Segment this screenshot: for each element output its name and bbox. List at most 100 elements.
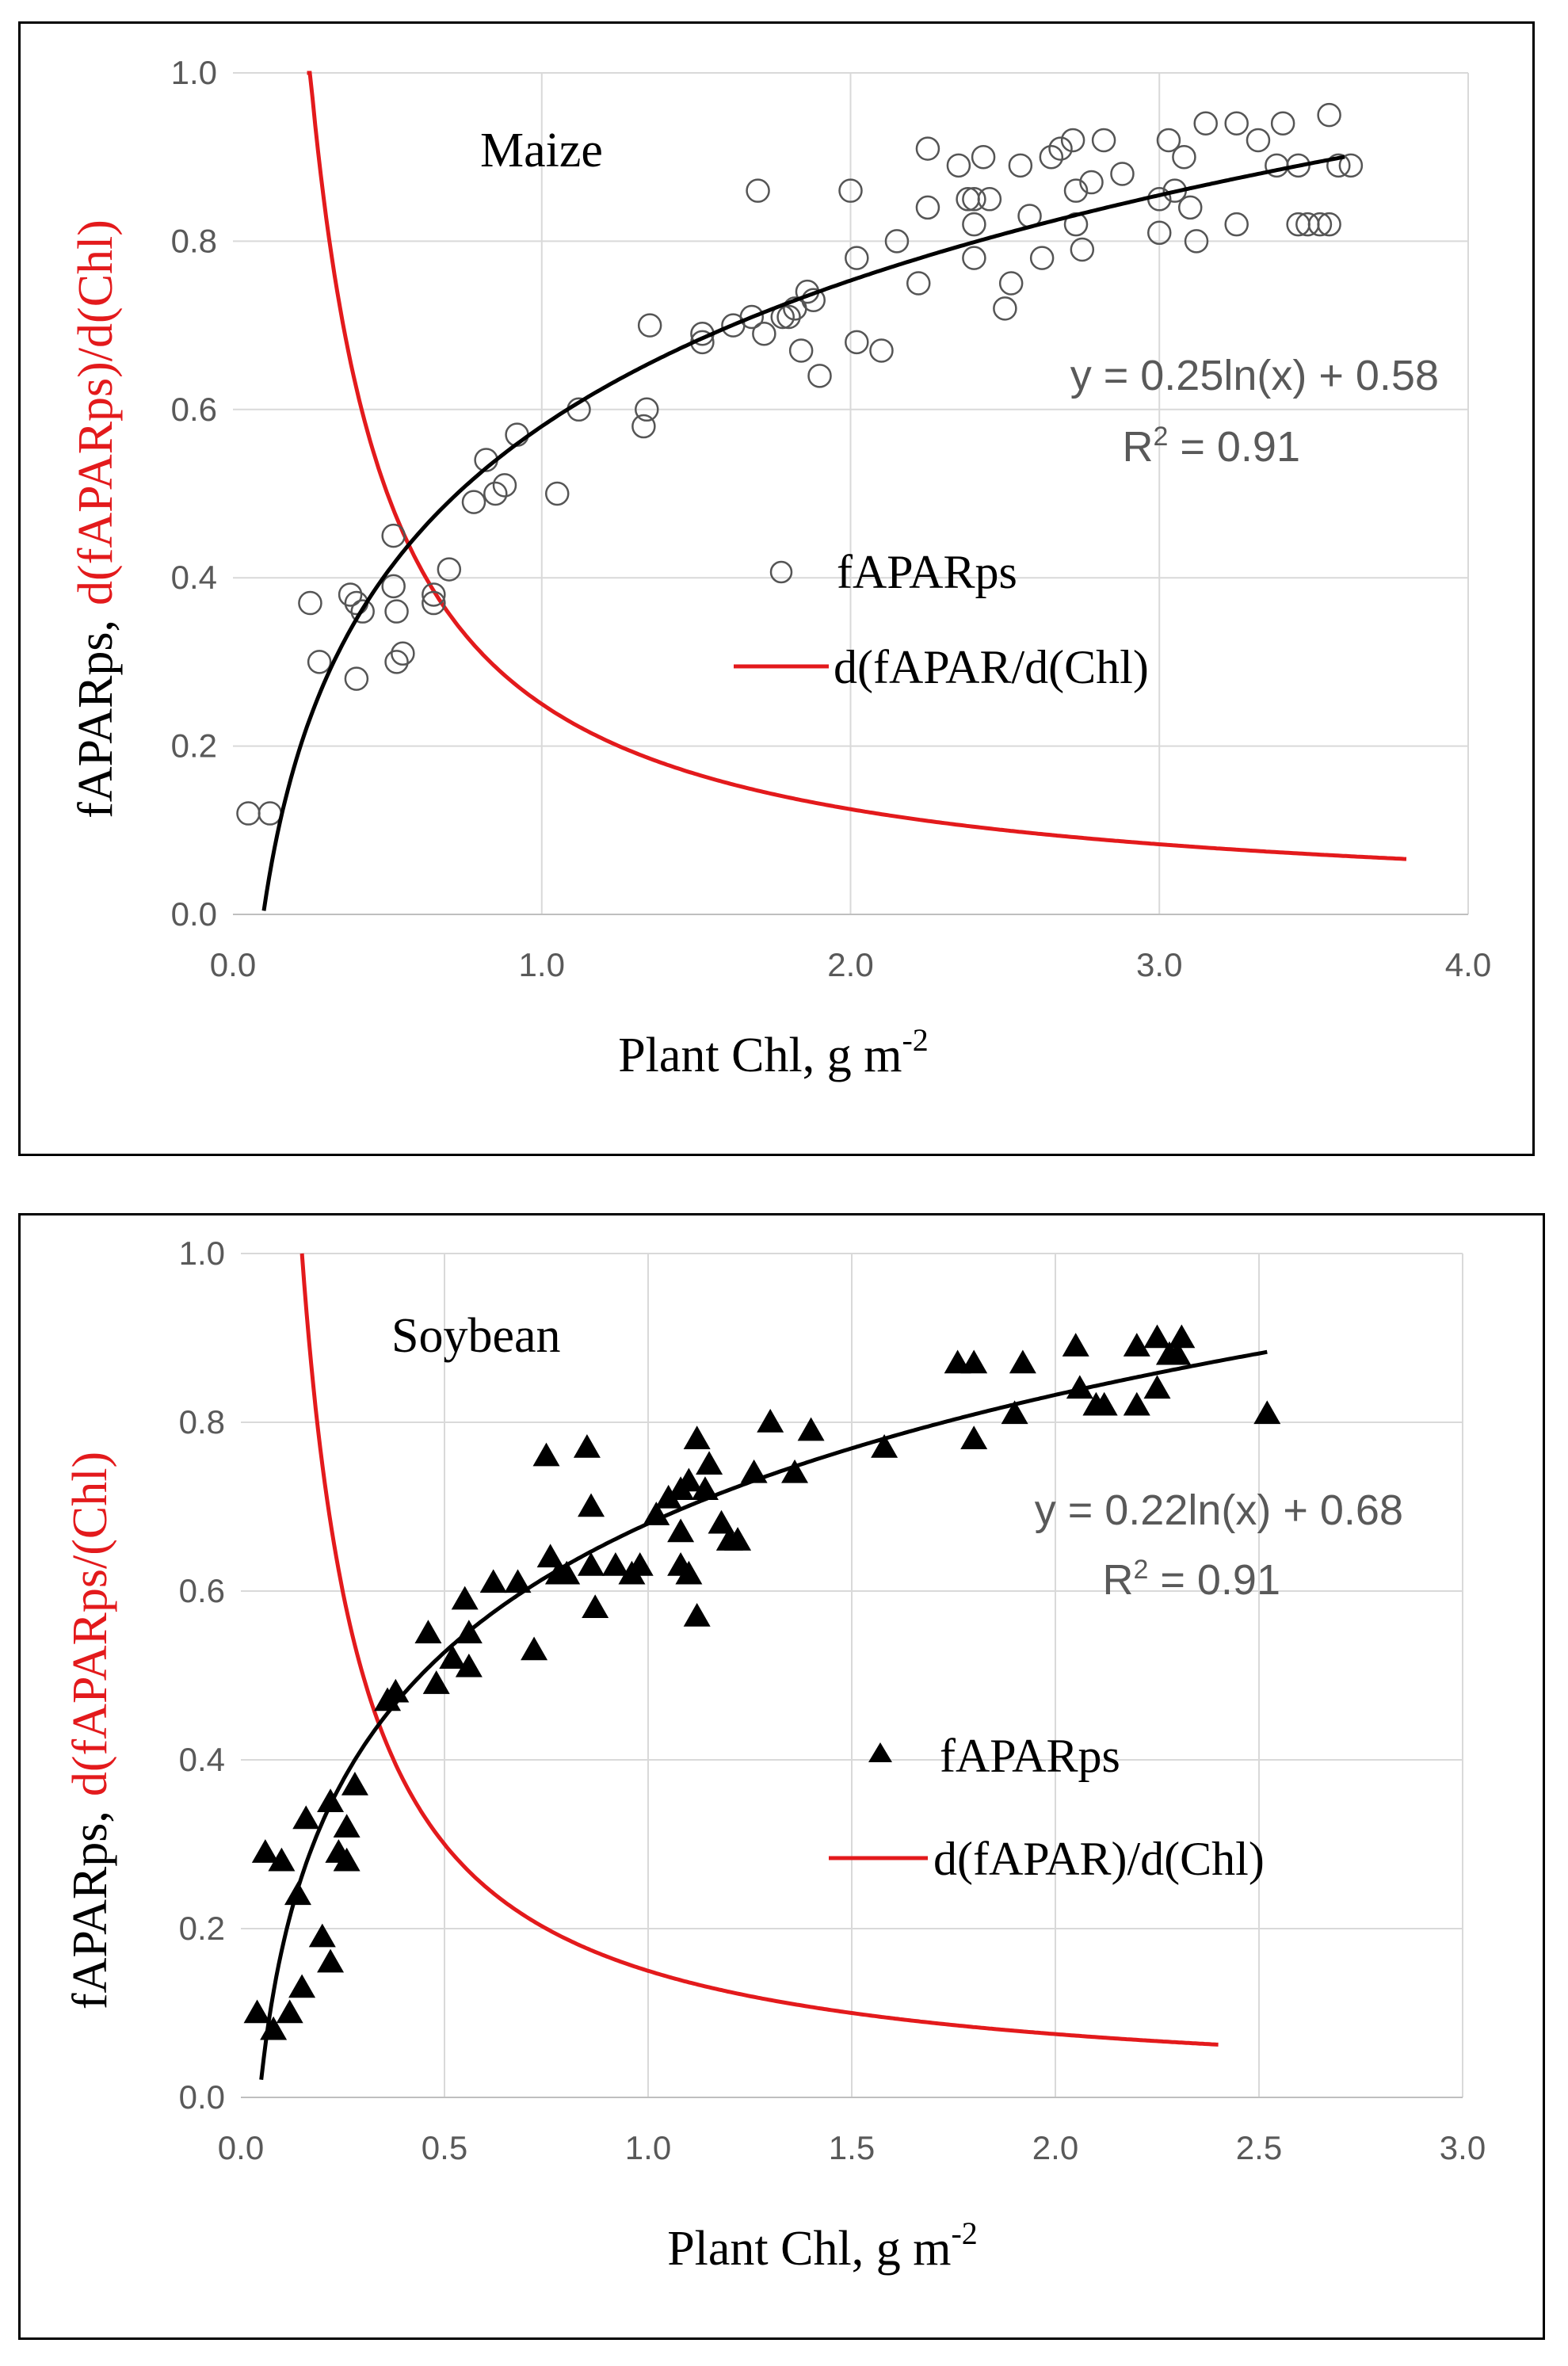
maize-data-point xyxy=(1060,128,1085,153)
soy-data-point xyxy=(724,1527,752,1551)
soy-data-point xyxy=(504,1569,532,1593)
maize-derivative-line xyxy=(307,71,1407,861)
maize-x-axis-title: Plant Chl, g m-2 xyxy=(618,1022,929,1082)
soy-data-point xyxy=(601,1552,629,1576)
soy-data-point xyxy=(414,1620,442,1643)
maize-data-point xyxy=(1079,170,1104,195)
maize-data-point xyxy=(1063,178,1089,203)
maize-r2-value: = 0.91 xyxy=(1168,423,1300,471)
maize-data-point xyxy=(391,641,415,666)
maize-tick-labels: 0.0 0.2 0.4 0.6 0.8 1.0 0.0 1.0 2.0 3.0 4.0 xyxy=(171,54,1492,983)
soybean-r2-exp: 2 xyxy=(1133,1555,1148,1585)
maize-data-point xyxy=(344,666,369,691)
maize-data-point xyxy=(884,229,910,254)
maize-data-point xyxy=(1147,220,1172,246)
maize-data-point xyxy=(1307,212,1333,237)
maize-chart: 0.00.20.40.60.81.00.0 1.0 2.0 3.0 4.0 Maize … xyxy=(69,54,1492,1082)
maize-data-point xyxy=(962,187,986,212)
soy-data-point xyxy=(1001,1400,1028,1425)
maize-r2-exp: 2 xyxy=(1153,422,1168,452)
soy-data-point xyxy=(582,1594,609,1619)
maize-data-point xyxy=(845,330,869,355)
maize-data-point xyxy=(915,136,940,161)
soy-data-point xyxy=(536,1544,564,1568)
soybean-legend-label-fapar: fAPARps xyxy=(940,1730,1120,1782)
maize-data-point xyxy=(381,523,406,548)
maize-data-point xyxy=(869,338,894,363)
maize-data-point xyxy=(1156,128,1181,153)
maize-data-point xyxy=(962,246,986,270)
soy-y-tick-label: 0.0 xyxy=(179,2078,225,2116)
maize-legend: fAPARps d(fAPAR/d(Chl) xyxy=(734,546,1149,693)
soybean-x-axis-title: Plant Chl, g m-2 xyxy=(667,2215,978,2276)
soybean-equation: y = 0.22ln(x) + 0.68 xyxy=(1035,1486,1403,1534)
soy-y-tick-label: 0.4 xyxy=(179,1741,225,1778)
maize-data-point xyxy=(422,590,446,616)
maize-x-tick-label: 4.0 xyxy=(1445,946,1491,983)
maize-data-point xyxy=(236,801,261,826)
soybean-y-axis-title: fAPARps, d(fAPARps/(Chl) xyxy=(63,1452,117,2009)
maize-data-point xyxy=(977,187,1002,212)
maize-legend-label-fapar: fAPARps xyxy=(837,546,1017,598)
soybean-chart-panel: 0.0 0.2 0.4 0.6 0.8 1.0 0.0 0.5 1.0 1.5 2.0 2.5 3.0 … xyxy=(18,1213,1545,2340)
soy-data-point xyxy=(251,1839,279,1863)
soybean-gridlines xyxy=(241,1253,1463,2098)
maize-data-point xyxy=(492,473,517,498)
maize-y-axis-title: fAPARps, d(fAPARps)/d(Chl) xyxy=(69,219,123,819)
maize-data-point xyxy=(1029,246,1055,270)
maize-x-tick-label: 2.0 xyxy=(827,946,873,983)
maize-data-point xyxy=(998,271,1024,296)
maize-data-point xyxy=(788,338,814,363)
soy-x-tick-label: 3.0 xyxy=(1440,2129,1486,2166)
soy-data-point xyxy=(675,1467,703,1492)
maize-equation: y = 0.25ln(x) + 0.58 xyxy=(1070,352,1439,399)
soy-data-point xyxy=(578,1493,605,1517)
soy-data-point xyxy=(521,1636,548,1661)
soy-data-point xyxy=(1123,1391,1150,1416)
soy-data-point xyxy=(654,1484,682,1509)
maize-data-point xyxy=(637,313,662,338)
soy-data-point xyxy=(675,1560,703,1585)
maize-data-point xyxy=(258,801,283,826)
maize-data-point xyxy=(1295,212,1320,237)
soy-x-tick-label: 0.5 xyxy=(422,2129,467,2166)
maize-y-tick-label: 0.4 xyxy=(171,559,217,596)
maize-data-point xyxy=(1224,212,1249,237)
soy-data-point xyxy=(455,1653,483,1677)
maize-x-tick-label: 0.0 xyxy=(210,946,256,983)
soy-x-tick-label: 1.0 xyxy=(625,2129,671,2166)
soy-derivative-line xyxy=(299,1253,1219,2047)
maize-data-point xyxy=(845,246,869,270)
maize-r-squared: R2 = 0.91 xyxy=(1122,422,1300,471)
maize-data-point xyxy=(1246,128,1271,153)
soy-data-point xyxy=(1123,1333,1150,1357)
soy-data-point xyxy=(308,1923,336,1948)
soy-y-tick-label: 0.8 xyxy=(179,1403,225,1441)
soybean-legend: fAPARps d(fAPAR)/d(Chl) xyxy=(829,1730,1265,1885)
maize-y-tick-label: 1.0 xyxy=(171,54,217,91)
soybean-derivative-curve xyxy=(299,1253,1219,2047)
maize-data-point xyxy=(635,397,659,422)
maize-data-point xyxy=(1039,144,1064,170)
maize-data-point xyxy=(1317,102,1341,128)
maize-x-tick-label: 1.0 xyxy=(519,946,565,983)
soy-y-tick-label: 0.2 xyxy=(179,1910,225,1947)
soy-x-tick-label: 2.0 xyxy=(1032,2129,1078,2166)
soybean-x-title-main: Plant Chl, g m xyxy=(667,2222,951,2276)
maize-y-tick-label: 0.0 xyxy=(171,895,217,933)
soybean-r2-value: = 0.91 xyxy=(1148,1556,1280,1604)
soy-data-point xyxy=(479,1569,507,1593)
soy-data-point xyxy=(960,1425,988,1450)
soy-x-tick-label: 0.0 xyxy=(218,2129,264,2166)
soy-data-point xyxy=(1143,1375,1171,1399)
maize-data-point xyxy=(1286,212,1310,237)
soy-data-point xyxy=(1009,1349,1036,1374)
soy-data-point xyxy=(1253,1400,1281,1425)
maize-data-point xyxy=(437,557,462,582)
maize-fit-line xyxy=(261,155,1345,911)
maize-y-title-red: d(fAPARps)/d(Chl) xyxy=(69,219,123,605)
maize-data-point xyxy=(1008,153,1033,178)
maize-y-title-black: fAPARps, xyxy=(69,620,123,819)
soybean-scatter-points xyxy=(243,1324,1281,2040)
maize-x-title-main: Plant Chl, g m xyxy=(618,1028,902,1082)
